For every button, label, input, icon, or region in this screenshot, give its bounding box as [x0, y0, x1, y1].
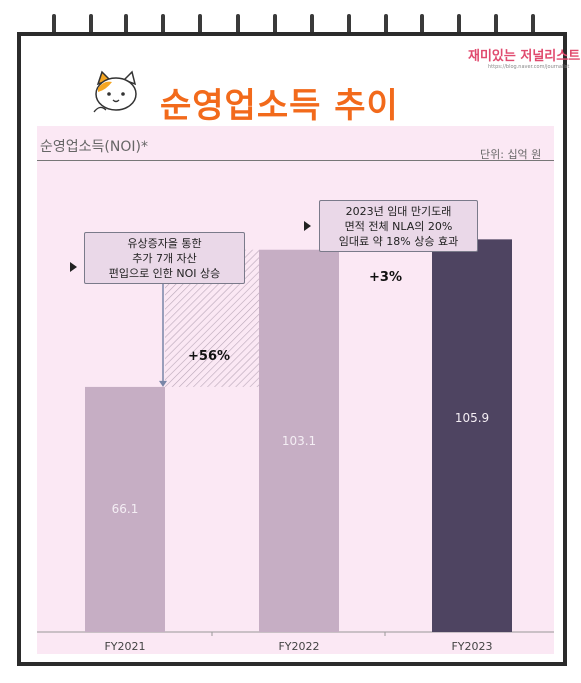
brand-logo: 재미있는 저널리스트 — [468, 49, 581, 64]
bar-value-label: 103.1 — [281, 433, 317, 448]
change-label: +56% — [188, 349, 231, 364]
chart-title: 순영업소득(NOI)* — [40, 139, 148, 155]
callout-line: 임대료 약 18% 상승 효과 — [338, 235, 459, 248]
callout-line: 면적 전체 NLA의 20% — [344, 220, 453, 233]
bar-fy2022 — [259, 249, 339, 632]
cat-mascot-icon — [93, 70, 137, 113]
title-divider — [37, 160, 554, 161]
x-tick-label: FY2022 — [278, 640, 320, 653]
x-tick-label: FY2021 — [104, 640, 146, 653]
bar-value-label: 66.1 — [111, 502, 139, 517]
bar-fy2021 — [85, 386, 165, 632]
bar-value-label: 105.9 — [454, 411, 490, 426]
pointer-triangle-icon — [70, 262, 77, 272]
callout-line: 2023년 임대 만기도래 — [345, 205, 452, 218]
bar-fy2023 — [432, 239, 512, 632]
change-label: +3% — [369, 270, 402, 285]
callout-line: 유상증자을 통한 — [127, 237, 202, 250]
arrow-down-icon — [159, 380, 167, 387]
banner-title: 순영업소득 추이 — [160, 86, 399, 126]
callout-line: 편입으로 인한 NOI 상승 — [108, 267, 221, 280]
pointer-triangle-icon — [304, 221, 311, 231]
x-tick-label: FY2023 — [451, 640, 493, 653]
unit-label: 단위: 십억 원 — [480, 148, 542, 161]
brand-url: https://blog.naver.com/journalist — [488, 64, 570, 70]
callout-line: 추가 7개 자산 — [132, 252, 197, 265]
